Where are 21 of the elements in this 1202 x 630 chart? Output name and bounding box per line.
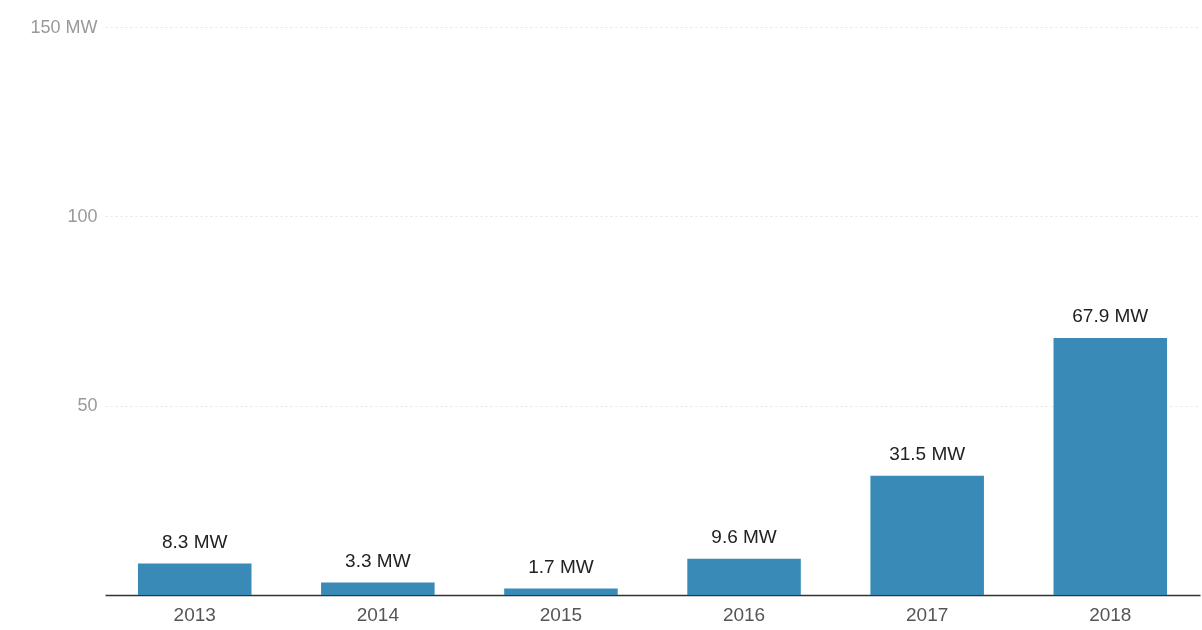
data-label: 31.5 MW	[889, 442, 966, 464]
bar	[687, 558, 801, 595]
x-tick-label: 2016	[722, 603, 766, 625]
data-label: 67.9 MW	[1072, 304, 1149, 326]
y-tick-label: 50	[77, 395, 98, 416]
data-label: 1.7 MW	[528, 555, 594, 577]
bar	[1053, 337, 1168, 595]
x-tick-label: 2014	[356, 603, 400, 625]
bar	[870, 475, 984, 595]
x-tick-label: 2018	[1089, 603, 1132, 625]
x-tick-label: 2015	[539, 603, 583, 625]
data-label: 8.3 MW	[162, 530, 228, 552]
bar	[504, 588, 618, 595]
x-tick-label: 2013	[173, 603, 216, 625]
x-tick-label: 2017	[906, 603, 949, 625]
data-label: 9.6 MW	[711, 525, 777, 547]
bar	[321, 582, 435, 595]
bar	[137, 563, 252, 595]
data-label: 3.3 MW	[345, 549, 411, 571]
y-tick-label: 150 MW	[30, 16, 98, 37]
y-tick-label: 100	[67, 205, 98, 226]
